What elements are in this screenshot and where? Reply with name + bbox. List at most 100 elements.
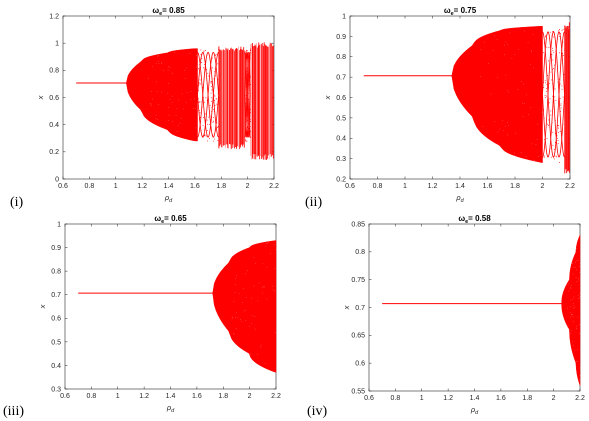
scatter-point [208, 116, 210, 118]
scatter-point [247, 57, 249, 58]
texture-dot [531, 51, 532, 53]
y-tick-label: 0.85 [351, 221, 365, 228]
scatter-point [200, 59, 202, 60]
texture-dot [482, 126, 484, 127]
texture-dot [577, 316, 579, 318]
scatter-point [213, 116, 215, 118]
scatter-point [560, 33, 561, 34]
texture-dot [534, 160, 535, 161]
texture-dot [261, 292, 263, 294]
texture-dot [196, 66, 197, 68]
texture-dot [245, 273, 246, 275]
scatter-point [212, 134, 214, 136]
texture-dot [490, 93, 492, 95]
texture-dot [502, 120, 504, 122]
texture-dot [507, 89, 509, 91]
scatter-point [248, 128, 249, 129]
scatter-point [246, 50, 248, 52]
y-tick-label: 0.4 [51, 363, 61, 370]
y-tick-label: 1 [342, 13, 346, 20]
scatter-point [560, 104, 562, 106]
texture-dot [480, 76, 481, 78]
texture-dot [499, 128, 501, 130]
y-tick-label: 0.5 [336, 115, 346, 122]
scatter-point [553, 158, 555, 160]
scatter-point [245, 70, 247, 72]
periodic-window [244, 48, 252, 142]
texture-dot [579, 379, 580, 381]
texture-dot [579, 293, 581, 295]
texture-dot [245, 296, 247, 298]
panel-label: (i) [10, 195, 24, 210]
periodic-window [542, 29, 566, 163]
x-tick-label: 1.8 [216, 183, 226, 190]
scatter-point [214, 138, 215, 140]
scatter-point [560, 59, 562, 61]
data-marks [382, 235, 581, 386]
texture-dot [158, 55, 160, 56]
texture-dot [496, 39, 498, 40]
texture-dot [189, 53, 191, 54]
scatter-point [199, 79, 201, 81]
texture-dot [531, 143, 533, 145]
texture-dot [236, 312, 237, 313]
scatter-point [550, 114, 552, 116]
y-axis-label: x [323, 95, 332, 100]
scatter-point [544, 94, 546, 96]
scatter-point [210, 100, 212, 102]
scatter-point [245, 75, 247, 77]
texture-dot [530, 107, 531, 109]
scatter-point [211, 80, 213, 82]
texture-dot [579, 375, 581, 376]
scatter-point [204, 134, 206, 136]
scatter-point [213, 78, 215, 80]
scatter-point [557, 143, 559, 144]
scatter-point [561, 85, 563, 87]
texture-dot [578, 279, 580, 281]
x-tick-label: 1.2 [137, 183, 147, 190]
x-tick-label: 1.6 [496, 395, 506, 402]
scatter-point [560, 107, 562, 109]
texture-dot [523, 103, 525, 104]
x-tick-label: 1 [114, 183, 118, 190]
texture-dot [525, 94, 527, 96]
texture-dot [579, 266, 580, 267]
texture-dot [538, 156, 539, 157]
scatter-point [247, 69, 249, 70]
texture-dot [151, 105, 152, 106]
chaotic-envelope [212, 240, 277, 373]
y-tick-label: 0.5 [51, 339, 61, 346]
scatter-point [559, 36, 561, 37]
scatter-point [245, 115, 247, 117]
x-tick-label: 2 [552, 395, 556, 402]
scatter-point [246, 60, 248, 62]
scatter-point [249, 126, 251, 128]
scatter-point [555, 99, 557, 101]
texture-dot [237, 317, 239, 319]
scatter-point [206, 119, 208, 121]
texture-dot [507, 134, 508, 136]
scatter-point [198, 83, 200, 85]
scatter-point [216, 64, 218, 66]
texture-dot [273, 244, 275, 245]
scatter-point [247, 74, 249, 76]
scatter-point [250, 48, 252, 50]
x-axis-label: ρd [470, 405, 479, 416]
chart-title: ωe= 0.75 [444, 6, 477, 17]
scatter-point [554, 33, 556, 35]
scatter-point [210, 119, 211, 121]
scatter-point [211, 82, 213, 84]
scatter-point [198, 85, 200, 87]
scatter-point [216, 103, 218, 105]
texture-dot [576, 328, 577, 329]
x-tick-label: 2.2 [565, 183, 575, 190]
scatter-point [247, 67, 249, 69]
scatter-point [250, 76, 251, 78]
texture-dot [185, 67, 187, 69]
texture-dot [245, 320, 246, 321]
scatter-point [559, 131, 561, 132]
scatter-point [248, 103, 250, 104]
texture-dot [480, 49, 482, 51]
scatter-point [212, 57, 213, 59]
x-tick-label: 0.8 [87, 393, 97, 400]
